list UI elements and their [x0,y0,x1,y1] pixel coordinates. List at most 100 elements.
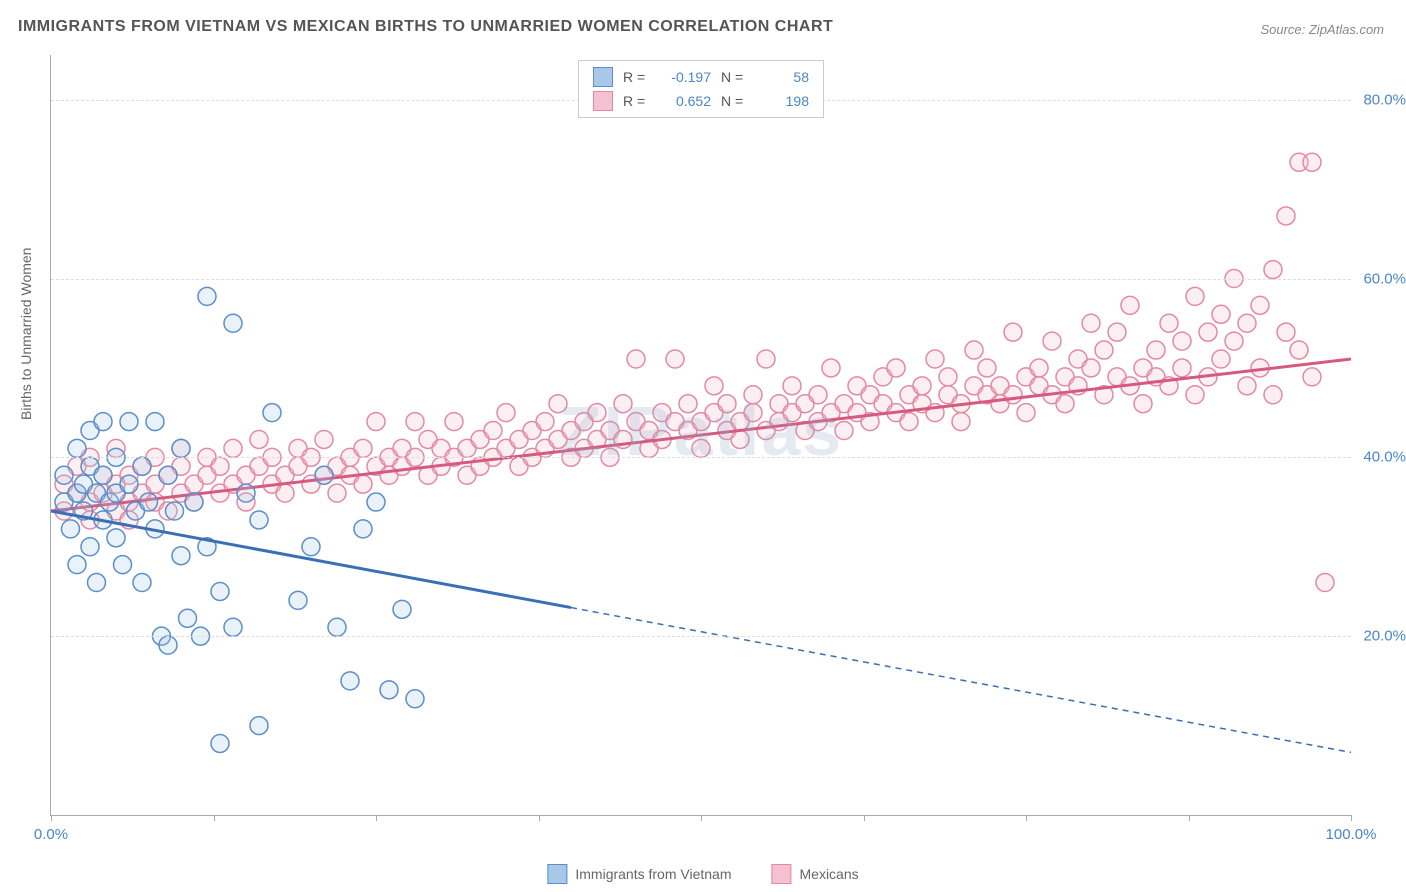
scatter-point-vietnam [120,475,138,493]
scatter-point-vietnam [367,493,385,511]
stats-legend-box: R = -0.197 N = 58 R = 0.652 N = 198 [578,60,824,118]
scatter-point-vietnam [133,574,151,592]
n-value-vietnam: 58 [759,69,809,85]
scatter-point-mexicans [1238,377,1256,395]
r-value-mexicans: 0.652 [661,93,711,109]
chart-svg [51,55,1351,815]
scatter-point-vietnam [62,520,80,538]
scatter-point-mexicans [588,404,606,422]
scatter-point-mexicans [1004,386,1022,404]
x-tick-mark [539,815,540,821]
scatter-point-mexicans [627,350,645,368]
chart-title: IMMIGRANTS FROM VIETNAM VS MEXICAN BIRTH… [18,18,833,36]
scatter-point-mexicans [1082,314,1100,332]
scatter-point-vietnam [198,287,216,305]
scatter-point-mexicans [1173,332,1191,350]
scatter-point-mexicans [250,430,268,448]
gridline-h [51,457,1351,458]
legend-swatch-vietnam [593,67,613,87]
scatter-point-mexicans [1043,332,1061,350]
r-label: R = [623,69,651,85]
scatter-point-mexicans [1056,395,1074,413]
bottom-legend: Immigrants from Vietnam Mexicans [547,864,858,884]
scatter-point-mexicans [666,350,684,368]
scatter-point-vietnam [133,457,151,475]
x-tick-mark [376,815,377,821]
scatter-point-mexicans [978,359,996,377]
scatter-point-vietnam [179,609,197,627]
scatter-point-vietnam [114,556,132,574]
scatter-point-mexicans [1004,323,1022,341]
scatter-point-mexicans [731,430,749,448]
scatter-point-mexicans [1264,386,1282,404]
scatter-point-vietnam [68,439,86,457]
scatter-point-mexicans [1290,341,1308,359]
scatter-point-mexicans [328,484,346,502]
scatter-point-mexicans [445,413,463,431]
scatter-point-mexicans [718,395,736,413]
scatter-point-mexicans [1303,368,1321,386]
scatter-point-mexicans [705,377,723,395]
scatter-point-mexicans [549,395,567,413]
bottom-legend-label-vietnam: Immigrants from Vietnam [575,866,731,882]
scatter-point-mexicans [315,430,333,448]
n-label: N = [721,93,749,109]
n-value-mexicans: 198 [759,93,809,109]
gridline-h [51,279,1351,280]
scatter-point-mexicans [211,457,229,475]
scatter-point-vietnam [211,582,229,600]
scatter-point-vietnam [328,618,346,636]
scatter-point-mexicans [952,413,970,431]
bottom-legend-item-mexicans: Mexicans [771,864,858,884]
scatter-point-mexicans [1212,350,1230,368]
scatter-point-mexicans [1095,341,1113,359]
scatter-point-mexicans [1277,207,1295,225]
scatter-point-mexicans [406,413,424,431]
r-label: R = [623,93,651,109]
scatter-point-mexicans [1017,404,1035,422]
source-label: Source: ZipAtlas.com [1260,22,1384,37]
scatter-point-vietnam [211,734,229,752]
scatter-point-vietnam [341,672,359,690]
x-tick-mark [214,815,215,821]
trend-line-dashed-vietnam [571,608,1351,753]
scatter-point-mexicans [1134,395,1152,413]
scatter-point-vietnam [250,511,268,529]
scatter-point-mexicans [809,386,827,404]
scatter-point-mexicans [536,413,554,431]
scatter-point-vietnam [159,636,177,654]
x-tick-mark [1189,815,1190,821]
scatter-point-vietnam [172,547,190,565]
n-label: N = [721,69,749,85]
scatter-point-mexicans [1303,153,1321,171]
scatter-point-mexicans [614,395,632,413]
bottom-swatch-vietnam [547,864,567,884]
scatter-point-mexicans [1277,323,1295,341]
scatter-point-mexicans [679,395,697,413]
scatter-point-vietnam [81,538,99,556]
gridline-h [51,636,1351,637]
scatter-point-mexicans [1082,359,1100,377]
scatter-point-mexicans [1251,296,1269,314]
scatter-point-mexicans [757,350,775,368]
scatter-point-mexicans [1186,287,1204,305]
scatter-point-mexicans [1030,359,1048,377]
scatter-point-vietnam [185,493,203,511]
scatter-point-mexicans [692,439,710,457]
x-tick-mark [1351,815,1352,821]
scatter-point-vietnam [166,502,184,520]
x-tick-label: 0.0% [34,826,68,843]
scatter-point-mexicans [939,368,957,386]
scatter-point-vietnam [250,717,268,735]
scatter-point-mexicans [1264,261,1282,279]
scatter-point-vietnam [315,466,333,484]
bottom-legend-label-mexicans: Mexicans [799,866,858,882]
y-tick-label: 40.0% [1363,449,1406,466]
scatter-point-vietnam [263,404,281,422]
x-tick-mark [1026,815,1027,821]
scatter-point-mexicans [1173,359,1191,377]
scatter-point-mexicans [900,413,918,431]
y-tick-label: 60.0% [1363,270,1406,287]
scatter-point-vietnam [88,574,106,592]
scatter-point-mexicans [1186,386,1204,404]
